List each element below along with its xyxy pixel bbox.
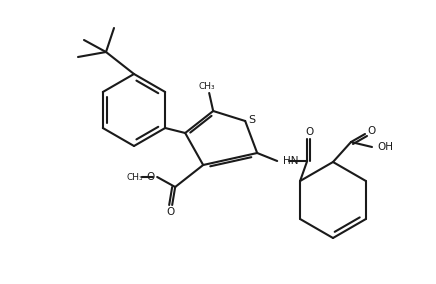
Text: CH₃: CH₃: [127, 172, 143, 181]
Text: O: O: [305, 127, 313, 137]
Text: O: O: [368, 126, 376, 136]
Text: OH: OH: [377, 142, 393, 152]
Text: O: O: [146, 172, 154, 182]
Text: HN: HN: [283, 156, 299, 166]
Text: O: O: [166, 207, 174, 217]
Text: S: S: [249, 115, 256, 125]
Text: CH₃: CH₃: [199, 82, 215, 91]
